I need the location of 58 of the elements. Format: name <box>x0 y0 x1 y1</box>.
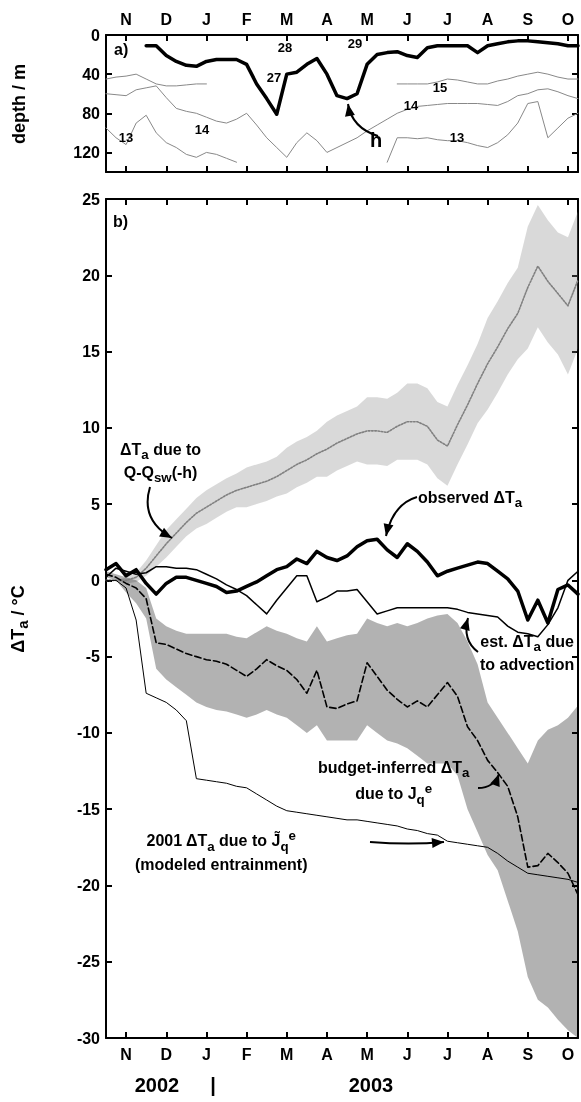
y-tick-label: -20 <box>76 876 101 894</box>
y-tick-label: 5 <box>91 495 101 513</box>
x-tick-label: N <box>120 10 132 28</box>
x-tick-label: M <box>280 10 294 28</box>
text: 2002 <box>134 1073 180 1097</box>
x-tick-label: N <box>120 1045 132 1063</box>
y-tick-label: -5 <box>85 648 101 666</box>
legend-label: h <box>370 128 383 152</box>
y-tick-label: 120 <box>73 143 101 161</box>
annotation: 13 <box>449 130 465 146</box>
x-tick-label: J <box>201 10 211 28</box>
x-tick-label: J <box>442 10 452 28</box>
x-tick-label: D <box>160 1045 173 1063</box>
y-tick-label: -10 <box>76 724 101 742</box>
x-tick-label: M <box>360 1045 374 1063</box>
x-tick-label: O <box>561 10 575 28</box>
annotation: 14 <box>403 98 419 114</box>
series-label: ΔT$_{a}$ due to Q-Q$_{sw}$(-h) <box>120 440 202 487</box>
x-tick-label: S <box>522 1045 534 1063</box>
x-tick-label: J <box>402 1045 412 1063</box>
x-tick-label: F <box>241 10 252 28</box>
annotation: 13 <box>118 130 134 146</box>
x-tick-label: M <box>360 10 374 28</box>
legend-label: est. ΔT$_{a}$ due to advection <box>480 632 575 675</box>
text: observed ΔT$_{a}$ <box>418 488 523 512</box>
y-tick-label: -30 <box>76 1029 101 1047</box>
annotation: b) <box>113 212 129 232</box>
x-tick-label: M <box>280 1045 294 1063</box>
y-tick-label: 0 <box>91 571 101 589</box>
x-tick-label: J <box>402 10 412 28</box>
annotation: a) <box>114 40 129 60</box>
x-tick-label: O <box>561 1045 575 1063</box>
y-tick-label: 10 <box>82 419 101 437</box>
annotation: 27 <box>266 70 282 86</box>
annotation: 15 <box>432 80 448 96</box>
x-tick-label: F <box>241 1045 252 1063</box>
annotation: 28 <box>277 40 293 56</box>
y-tick-label: 15 <box>82 343 101 361</box>
y-tick-label: -15 <box>76 800 101 818</box>
y-tick-label: 40 <box>82 65 101 83</box>
y-tick-label: 0 <box>91 26 101 44</box>
text: 2003 <box>348 1073 394 1097</box>
y-tick-label: 80 <box>82 104 101 122</box>
y-tick-label: 20 <box>82 266 101 284</box>
x-tick-label: J <box>442 1045 452 1063</box>
x-tick-label: J <box>201 1045 211 1063</box>
x-tick-label: D <box>160 10 173 28</box>
x-tick-label: S <box>522 10 534 28</box>
x-tick-label: A <box>481 10 494 28</box>
text: | <box>210 1073 216 1097</box>
y-tick-label: 25 <box>82 190 101 208</box>
x-tick-label: A <box>321 1045 334 1063</box>
annotation: 14 <box>194 122 210 138</box>
x-tick-label: A <box>481 1045 494 1063</box>
x-tick-label: A <box>321 10 334 28</box>
y-axis-title: depth / m <box>9 63 31 144</box>
y-tick-label: -25 <box>76 953 101 971</box>
annotation: 29 <box>347 36 363 52</box>
